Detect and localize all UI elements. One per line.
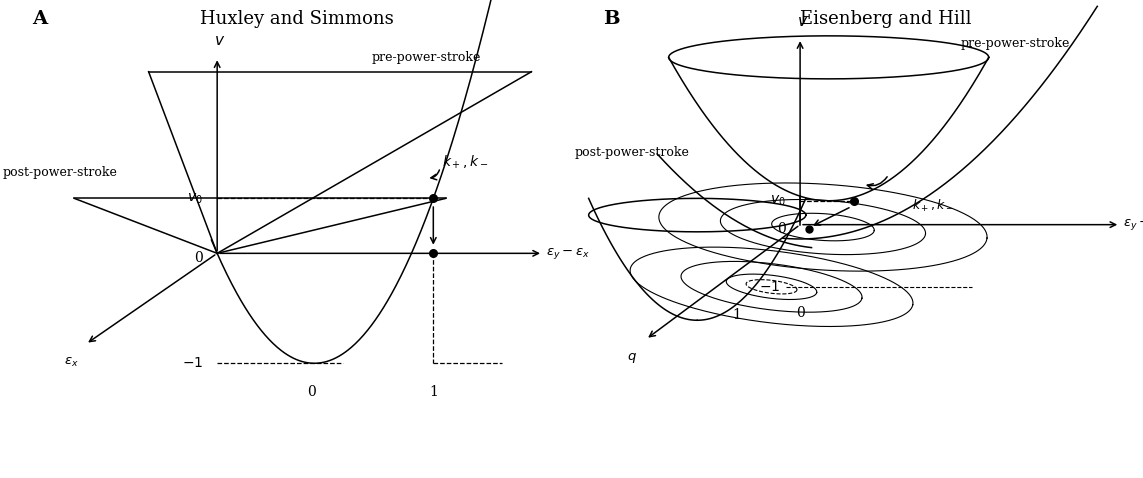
Text: $-1$: $-1$	[182, 356, 203, 370]
Text: $\epsilon_y - \epsilon_x$: $\epsilon_y - \epsilon_x$	[546, 246, 590, 261]
Text: 0: 0	[777, 222, 786, 236]
Text: pre-power-stroke: pre-power-stroke	[371, 51, 481, 64]
Text: Eisenberg and Hill: Eisenberg and Hill	[800, 10, 972, 28]
Text: 1: 1	[429, 385, 438, 399]
Text: pre-power-stroke: pre-power-stroke	[960, 36, 1070, 50]
Text: 1: 1	[733, 308, 742, 323]
Text: $q$: $q$	[626, 351, 637, 365]
Text: $k_+, k_-$: $k_+, k_-$	[442, 154, 488, 171]
Text: 0: 0	[796, 306, 805, 320]
Text: post-power-stroke: post-power-stroke	[574, 146, 689, 160]
Text: $k_+, k_-$: $k_+, k_-$	[912, 197, 953, 214]
Text: $v_0$: $v_0$	[770, 194, 786, 208]
Text: 0: 0	[307, 385, 315, 399]
Text: 0: 0	[194, 251, 203, 265]
Text: $v$: $v$	[215, 34, 225, 48]
Text: A: A	[32, 10, 48, 28]
Text: Huxley and Simmons: Huxley and Simmons	[200, 10, 394, 28]
Text: $-1$: $-1$	[759, 280, 781, 294]
Text: B: B	[604, 10, 620, 28]
Text: $v$: $v$	[798, 15, 808, 29]
Text: $\epsilon_x$: $\epsilon_x$	[64, 356, 79, 369]
Text: $v_0$: $v_0$	[187, 191, 203, 206]
Text: post-power-stroke: post-power-stroke	[3, 165, 118, 179]
Text: $\epsilon_y - \epsilon_x$: $\epsilon_y - \epsilon_x$	[1122, 217, 1143, 232]
